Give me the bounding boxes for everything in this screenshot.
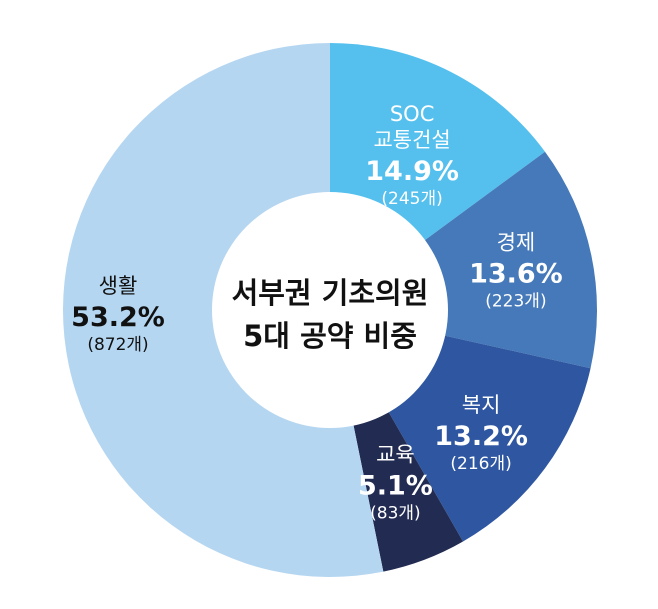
slice-0-name-0: SOC <box>390 102 435 126</box>
center-title: 서부권 기초의원 5대 공약 비중 <box>232 276 429 353</box>
slice-3-percent: 5.1% <box>358 471 433 502</box>
slice-1-count: (223개) <box>485 291 546 311</box>
slice-3-count: (83개) <box>370 504 421 524</box>
slice-0-percent: 14.9% <box>365 156 459 187</box>
center-title-line-2: 5대 공약 비중 <box>243 319 417 353</box>
slice-0-count: (245개) <box>381 189 442 209</box>
slice-1-percent: 13.6% <box>469 258 563 289</box>
slice-2-count: (216개) <box>450 454 511 474</box>
slice-4-name-0: 생활 <box>99 274 138 298</box>
donut-hole <box>212 192 448 428</box>
slice-1-name-0: 경제 <box>497 230 536 254</box>
slice-0-name-1: 교통건설 <box>373 128 450 152</box>
center-title-line-1: 서부권 기초의원 <box>232 276 429 310</box>
slice-2-percent: 13.2% <box>434 421 528 452</box>
slice-4-percent: 53.2% <box>71 302 165 333</box>
slice-4-count: (872개) <box>87 335 148 355</box>
slice-2-name-0: 복지 <box>462 393 501 417</box>
slice-3-name-0: 교육 <box>376 443 415 467</box>
